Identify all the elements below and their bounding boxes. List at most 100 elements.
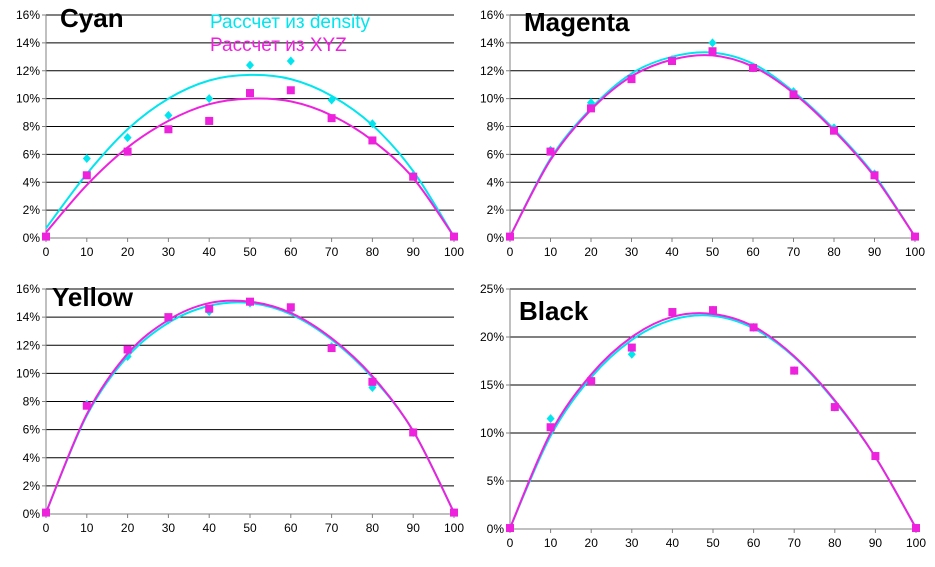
trend-line — [509, 314, 917, 529]
data-point — [123, 345, 132, 354]
y-tick-label: 15% — [480, 378, 504, 392]
data-point — [708, 47, 717, 56]
data-point — [790, 366, 799, 375]
y-tick-label: 0% — [23, 507, 41, 521]
data-point — [286, 86, 295, 95]
x-tick-label: 70 — [788, 536, 802, 550]
x-tick-label: 90 — [869, 536, 883, 550]
data-point — [708, 38, 717, 48]
y-tick-label: 14% — [16, 310, 40, 324]
data-point — [627, 349, 636, 359]
chart-black: 0% 5% 10% 15% 20% 25% 0 10 20 30 40 50 60 70 80 90 100 Bl… — [480, 282, 926, 550]
data-point — [749, 63, 757, 72]
data-point — [327, 114, 336, 123]
gridlines — [510, 288, 916, 482]
y-tick-label: 6% — [23, 147, 41, 161]
trend-line — [45, 301, 455, 514]
x-tick-label: 40 — [665, 245, 679, 259]
series-density — [506, 305, 920, 533]
chart-panel-yellow: 0% 2% 4% 6% 8% 10% 12% 14% 16% 0 10 20 30 40 50 60 70 80 9… — [0, 282, 467, 567]
x-tick-label: 80 — [828, 536, 842, 550]
y-tick-label: 0% — [23, 231, 41, 245]
x-tick-label: 100 — [906, 536, 926, 550]
trend-line — [45, 299, 455, 514]
x-tick-label: 10 — [544, 536, 558, 550]
data-point — [506, 232, 514, 241]
y-tick-label: 16% — [16, 8, 40, 22]
x-tick-label: 100 — [444, 521, 464, 535]
data-point — [506, 524, 514, 533]
data-point — [450, 232, 458, 241]
data-point — [546, 147, 555, 156]
x-tick-label: 50 — [243, 245, 257, 259]
x-tick-label: 60 — [284, 521, 298, 535]
data-point — [327, 344, 336, 353]
data-point — [246, 89, 254, 98]
data-point — [164, 110, 173, 120]
data-point — [368, 377, 377, 386]
series-xyz — [42, 86, 458, 241]
y-tick-label: 16% — [480, 8, 504, 22]
data-point — [82, 154, 91, 164]
y-tick-label: 4% — [487, 175, 505, 189]
trend-line — [509, 51, 916, 238]
y-tick-label: 10% — [480, 92, 504, 106]
data-point — [830, 126, 838, 135]
chart-title: Cyan — [60, 3, 124, 33]
y-tick-label: 6% — [23, 423, 41, 437]
data-point — [368, 119, 377, 129]
data-point — [871, 452, 880, 461]
x-tick-label: 40 — [666, 536, 680, 550]
data-point — [123, 147, 132, 156]
data-point — [82, 401, 91, 410]
data-point — [546, 423, 555, 432]
x-tick-label: 80 — [366, 245, 380, 259]
chart-panel-cyan: 0% 2% 4% 6% 8% 10% 12% 14% 16% 0 10 20 30 40 50 60 70 80 9… — [0, 0, 467, 283]
gridlines — [46, 288, 454, 487]
x-tick-label: 0 — [43, 521, 50, 535]
y-tick-label: 2% — [23, 479, 41, 493]
series-density — [42, 56, 458, 242]
x-tick-label: 0 — [43, 245, 50, 259]
chart-panel-black: 0% 5% 10% 15% 20% 25% 0 10 20 30 40 50 60 70 80 90 100 Bl… — [467, 282, 935, 567]
x-tick-label: 0 — [507, 245, 514, 259]
y-tick-label: 4% — [23, 451, 41, 465]
x-tick-label: 90 — [407, 521, 421, 535]
y-tick-label: 14% — [16, 36, 40, 50]
data-point — [912, 524, 920, 533]
series-xyz — [506, 47, 919, 241]
x-tick-label: 40 — [203, 521, 217, 535]
y-tick-label: 10% — [480, 426, 504, 440]
data-point — [749, 323, 758, 332]
data-point — [123, 133, 132, 143]
data-point — [164, 313, 173, 322]
y-tick-label: 12% — [16, 338, 40, 352]
x-tick-label: 30 — [162, 245, 176, 259]
data-point — [709, 306, 717, 315]
data-point — [409, 428, 418, 437]
chart-title: Magenta — [524, 7, 630, 37]
data-point — [668, 56, 676, 65]
data-point — [368, 136, 377, 145]
x-tick-label: 80 — [827, 245, 841, 259]
data-point — [123, 352, 132, 361]
x-tick-label: 0 — [507, 536, 514, 550]
y-tick-label: 5% — [487, 474, 505, 488]
series-xyz — [506, 306, 920, 533]
y-tick-label: 2% — [23, 203, 41, 217]
trend-line — [45, 97, 455, 238]
chart-magenta: 0% 2% 4% 6% 8% 10% 12% 14% 16% 0 10 20 30 40 50 60 70 80 9… — [480, 7, 925, 259]
data-point — [627, 343, 636, 352]
legend-entry: Рассчет из density — [210, 12, 371, 33]
data-point — [789, 90, 798, 99]
y-tick-label: 0% — [487, 522, 505, 536]
series-density — [506, 38, 919, 242]
y-tick-label: 10% — [16, 92, 40, 106]
data-point — [627, 75, 636, 84]
trend-line — [45, 73, 455, 238]
data-point — [327, 95, 336, 105]
x-tick-label: 80 — [366, 521, 380, 535]
x-tick-label: 90 — [407, 245, 421, 259]
data-point — [164, 125, 173, 134]
x-tick-label: 20 — [121, 521, 135, 535]
